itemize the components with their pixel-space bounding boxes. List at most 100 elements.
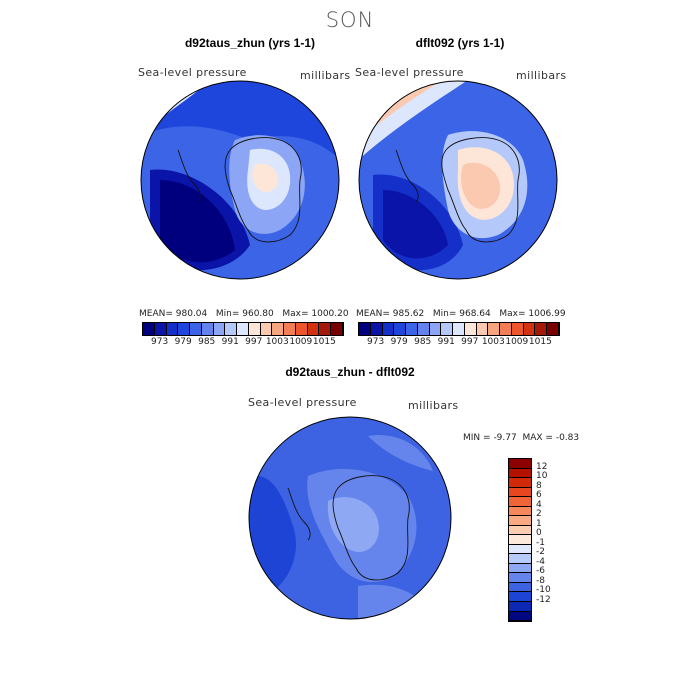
colorbar-swatch <box>166 323 179 335</box>
colorbar-swatch <box>307 323 320 335</box>
max-label: Max= <box>499 309 526 319</box>
colorbar-tick-label: -4 <box>536 556 545 567</box>
colorbar-tick-label: 973 <box>367 337 385 347</box>
colorbar-tick-label: 985 <box>198 337 216 347</box>
colorbar-tick-label: 1009 <box>505 337 529 347</box>
page-title: SON <box>325 8 375 32</box>
colorbar-swatch <box>154 323 167 335</box>
coastline <box>395 137 520 243</box>
colorbar-tick-label: 6 <box>536 490 542 501</box>
colorbar-panel-2 <box>358 322 560 336</box>
colorbar-tick-label: 997 <box>245 337 263 347</box>
colorbar-diff-ticks: 12 10 8 6 4 2 1 0 -1 -2 -4 -6 -8 -10 -12 <box>536 458 576 620</box>
colorbar-swatch <box>509 563 531 574</box>
panel-2-units-label: millibars <box>516 69 567 82</box>
diff-max-label: MAX = <box>522 433 553 443</box>
colorbar-tick-label: 12 <box>536 461 548 472</box>
colorbar-swatch <box>511 323 524 335</box>
min-label: Min= <box>215 309 240 319</box>
colorbar-swatch <box>509 487 531 498</box>
colorbar-tick-label: 1003 <box>265 337 289 347</box>
colorbar-tick-label: 0 <box>536 528 542 539</box>
min-label: Min= <box>432 309 457 319</box>
colorbar-swatch <box>476 323 489 335</box>
mean-value: 980.04 <box>175 309 208 319</box>
field-band-continent-peak <box>461 162 501 209</box>
colorbar-swatch <box>382 323 395 335</box>
colorbar-tick-label: -10 <box>536 585 551 596</box>
field-band-lowest <box>383 190 448 259</box>
colorbar-swatch <box>464 323 477 335</box>
mean-label: MEAN= <box>139 309 173 319</box>
colorbar-tick-label: 1015 <box>312 337 336 347</box>
mean-label: MEAN= <box>356 309 390 319</box>
max-value: 1000.20 <box>311 309 349 319</box>
colorbar-tick-label: 997 <box>461 337 479 347</box>
colorbar-swatch <box>509 459 531 469</box>
colorbar-swatch <box>509 544 531 555</box>
diff-min-label: MIN = <box>463 433 491 443</box>
panel-1-stats: MEAN= 980.04 Min= 960.80 Max= 1000.20 <box>139 309 349 319</box>
diff-min-value: -9.77 <box>493 433 517 443</box>
colorbar-swatch <box>547 323 560 335</box>
colorbar-tick-label: 973 <box>151 337 169 347</box>
field-band-continent-peak <box>252 163 278 192</box>
field-band-weak-north <box>368 435 433 471</box>
colorbar-tick-label: 4 <box>536 499 542 510</box>
colorbar-tick-label: 1003 <box>481 337 505 347</box>
colorbar-tick-label: -1 <box>536 537 545 548</box>
colorbar-tick-label: -6 <box>536 566 545 577</box>
colorbar-tick-label: 979 <box>174 337 192 347</box>
colorbar-swatch <box>441 323 454 335</box>
colorbar-swatch <box>272 323 285 335</box>
diff-panel-title: d92taus_zhun - dflt092 <box>285 365 415 379</box>
colorbar-swatch <box>523 323 536 335</box>
panel-1-title: d92taus_zhun (yrs 1-1) <box>184 36 316 50</box>
colorbar-tick-label: 991 <box>221 337 239 347</box>
colorbar-swatch <box>331 323 344 335</box>
colorbar-swatch <box>143 323 155 335</box>
colorbar-swatch <box>509 506 531 517</box>
colorbar-tick-label: -8 <box>536 575 545 586</box>
colorbar-swatch <box>225 323 238 335</box>
colorbar-tick-label: 1 <box>536 518 542 529</box>
colorbar-panel-2-ticks: 973 979 985 991 997 1003 1009 1015 <box>358 337 558 349</box>
max-label: Max= <box>282 309 309 319</box>
panel-2-variable-label: Sea-level pressure <box>355 66 464 79</box>
mean-value: 985.62 <box>392 309 425 319</box>
colorbar-swatch <box>509 554 531 564</box>
colorbar-swatch <box>201 323 214 335</box>
colorbar-panel-1 <box>142 322 344 336</box>
panel-2-title: dflt092 (yrs 1-1) <box>415 36 505 50</box>
map-panel-2 <box>358 80 558 280</box>
colorbar-swatch <box>248 323 261 335</box>
colorbar-swatch <box>509 592 531 602</box>
diff-minmax: MIN = -9.77 MAX = -0.83 <box>463 433 579 443</box>
min-value: 968.64 <box>459 309 491 319</box>
colorbar-swatch <box>213 323 226 335</box>
colorbar-tick-label: 2 <box>536 509 542 520</box>
colorbar-swatch <box>237 323 249 335</box>
diff-panel-variable-label: Sea-level pressure <box>248 396 357 409</box>
colorbar-swatch <box>509 573 531 583</box>
field-band-weakest-continent <box>327 497 379 552</box>
colorbar-swatch <box>394 323 407 335</box>
map-boundary <box>140 80 340 280</box>
map-diff <box>248 416 452 620</box>
colorbar-swatch <box>509 497 531 507</box>
coastline <box>287 475 410 581</box>
colorbar-swatch <box>509 516 531 526</box>
max-value: 1006.99 <box>528 309 566 319</box>
colorbar-swatch <box>509 601 531 612</box>
colorbar-swatch <box>488 323 501 335</box>
colorbar-tick-label: 8 <box>536 480 542 491</box>
colorbar-swatch <box>500 323 512 335</box>
panel-1-variable-label: Sea-level pressure <box>138 66 247 79</box>
colorbar-swatch <box>359 323 371 335</box>
colorbar-swatch <box>260 323 273 335</box>
colorbar-swatch <box>178 323 191 335</box>
colorbar-swatch <box>429 323 442 335</box>
colorbar-tick-label: 1009 <box>289 337 313 347</box>
colorbar-swatch <box>509 582 531 593</box>
colorbar-tick-label: -2 <box>536 547 545 558</box>
